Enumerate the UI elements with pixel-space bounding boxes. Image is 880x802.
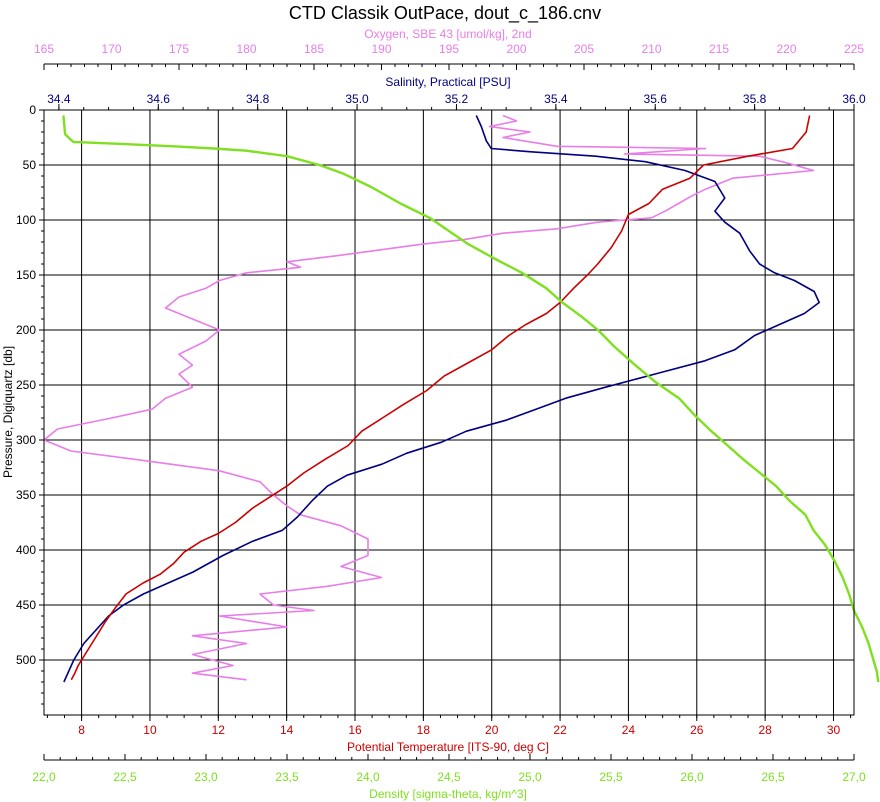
salinity-axis-tick-label: 34.6 bbox=[147, 92, 171, 106]
salinity-axis-tick-label: 35.0 bbox=[345, 92, 369, 106]
oxygen-axis-tick-label: 170 bbox=[101, 42, 121, 56]
temperature-axis-tick-label: 14 bbox=[280, 723, 294, 737]
density-axis-tick-label: 26,5 bbox=[761, 770, 785, 784]
y-axis-tick-label: 200 bbox=[16, 323, 36, 337]
oxygen-axis-tick-label: 165 bbox=[34, 42, 54, 56]
y-axis-tick-label: 50 bbox=[23, 158, 37, 172]
oxygen-series-line bbox=[43, 114, 815, 681]
temperature-axis-tick-label: 20 bbox=[485, 723, 499, 737]
y-axis-tick-label: 500 bbox=[16, 653, 36, 667]
temperature-axis-tick-label: 12 bbox=[212, 723, 226, 737]
data-series bbox=[43, 114, 880, 683]
oxygen-axis-tick-label: 220 bbox=[776, 42, 796, 56]
salinity-axis-tick-label: 35.8 bbox=[743, 92, 767, 106]
temperature-axis-tick-label: 28 bbox=[758, 723, 772, 737]
oxygen-axis-tick-label: 180 bbox=[236, 42, 256, 56]
y-axis-tick-label: 300 bbox=[16, 433, 36, 447]
temperature-axis-tick-label: 24 bbox=[622, 723, 636, 737]
temperature-axis-tick-label: 8 bbox=[78, 723, 85, 737]
oxygen-axis-tick-label: 195 bbox=[439, 42, 459, 56]
density-axis-tick-label: 22,5 bbox=[113, 770, 137, 784]
oxygen-axis-tick-label: 190 bbox=[371, 42, 391, 56]
salinity-axis-tick-label: 36.0 bbox=[842, 92, 866, 106]
salinity-axis-title: Salinity, Practical [PSU] bbox=[385, 75, 510, 89]
density-axis-tick-label: 25,0 bbox=[518, 770, 542, 784]
y-axis-tick-label: 400 bbox=[16, 543, 36, 557]
salinity-axis-tick-label: 34.4 bbox=[47, 92, 71, 106]
salinity-axis-tick-label: 35.6 bbox=[644, 92, 668, 106]
axis-labels: Oxygen, SBE 43 [umol/kg], 2nd Salinity, … bbox=[1, 27, 549, 801]
y-axis-tick-label: 250 bbox=[16, 378, 36, 392]
y-axis-tick-label: 350 bbox=[16, 488, 36, 502]
temperature-axis-tick-label: 10 bbox=[143, 723, 157, 737]
oxygen-axis-title: Oxygen, SBE 43 [umol/kg], 2nd bbox=[364, 27, 531, 41]
oxygen-axis-tick-label: 215 bbox=[709, 42, 729, 56]
density-axis-tick-label: 22,0 bbox=[32, 770, 56, 784]
chart-title: CTD Classik OutPace, dout_c_186.cnv bbox=[289, 3, 601, 24]
salinity-series-line bbox=[63, 115, 821, 683]
oxygen-axis-tick-label: 175 bbox=[169, 42, 189, 56]
oxygen-axis-tick-label: 205 bbox=[574, 42, 594, 56]
density-axis-title: Density [sigma-theta, kg/m^3] bbox=[369, 787, 527, 801]
density-series-line bbox=[62, 115, 880, 683]
temperature-axis-tick-label: 26 bbox=[690, 723, 704, 737]
y-axis-tick-label: 0 bbox=[29, 103, 36, 117]
density-axis-tick-label: 25,5 bbox=[599, 770, 623, 784]
oxygen-axis-tick-label: 225 bbox=[844, 42, 864, 56]
salinity-axis-tick-label: 35.2 bbox=[445, 92, 469, 106]
salinity-axis-tick-label: 34.8 bbox=[246, 92, 270, 106]
density-axis-tick-label: 23,5 bbox=[275, 770, 299, 784]
density-axis-tick-label: 26,0 bbox=[680, 770, 704, 784]
temperature-axis-tick-label: 30 bbox=[827, 723, 841, 737]
pressure-axis-title: Pressure, Digiquartz [db] bbox=[1, 346, 15, 478]
axes: 0 50 100 150 200 250 300 350 400 450 500 165 170 175 1… bbox=[16, 42, 866, 784]
density-axis-tick-label: 24,0 bbox=[356, 770, 380, 784]
plot-area bbox=[44, 110, 854, 715]
y-axis-tick-label: 100 bbox=[16, 213, 36, 227]
temperature-axis-tick-label: 16 bbox=[348, 723, 362, 737]
density-axis-tick-label: 27,0 bbox=[842, 770, 866, 784]
plot-background bbox=[44, 110, 854, 715]
temperature-series-line bbox=[70, 115, 811, 681]
salinity-axis-tick-label: 35.4 bbox=[544, 92, 568, 106]
temperature-axis-tick-label: 22 bbox=[553, 723, 567, 737]
temperature-axis-title: Potential Temperature [ITS-90, deg C] bbox=[347, 740, 549, 754]
oxygen-axis-tick-label: 185 bbox=[304, 42, 324, 56]
y-axis-tick-label: 450 bbox=[16, 598, 36, 612]
density-axis-tick-label: 24,5 bbox=[437, 770, 461, 784]
temperature-axis-tick-label: 18 bbox=[417, 723, 431, 737]
y-axis-tick-label: 150 bbox=[16, 268, 36, 282]
oxygen-axis-tick-label: 200 bbox=[506, 42, 526, 56]
oxygen-axis-tick-label: 210 bbox=[641, 42, 661, 56]
density-axis-tick-label: 23,0 bbox=[194, 770, 218, 784]
